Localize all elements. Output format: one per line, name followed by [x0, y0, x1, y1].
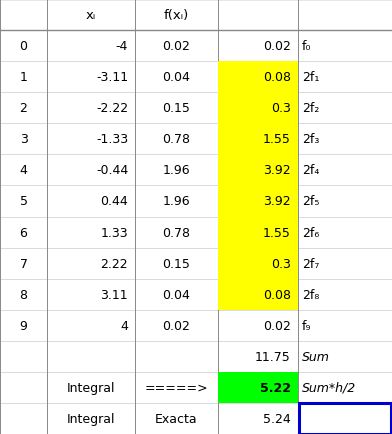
Bar [218, 186, 298, 217]
Bar [218, 372, 298, 403]
Bar [218, 124, 298, 155]
Text: -0.44: -0.44 [96, 164, 128, 177]
Text: =====>: =====> [145, 381, 208, 394]
Text: 0.15: 0.15 [162, 102, 191, 115]
Text: 1.33: 1.33 [101, 226, 128, 239]
Bar [218, 248, 298, 279]
Text: 0.02: 0.02 [263, 319, 291, 332]
Bar [218, 93, 298, 124]
Text: 0.08: 0.08 [263, 71, 291, 84]
Text: 8: 8 [20, 288, 27, 301]
Bar [299, 404, 391, 434]
Text: 4: 4 [120, 319, 128, 332]
Text: -4: -4 [116, 40, 128, 53]
Text: f₀: f₀ [302, 40, 311, 53]
Text: 1.55: 1.55 [263, 133, 291, 146]
Text: 2f₂: 2f₂ [302, 102, 319, 115]
Text: 2f₃: 2f₃ [302, 133, 319, 146]
Text: 2: 2 [20, 102, 27, 115]
Text: 2f₇: 2f₇ [302, 257, 319, 270]
Text: 0.3: 0.3 [271, 102, 291, 115]
Text: 2f₅: 2f₅ [302, 195, 319, 208]
Text: 3.92: 3.92 [263, 164, 291, 177]
Text: 2.22: 2.22 [101, 257, 128, 270]
Text: 1: 1 [20, 71, 27, 84]
Text: 2f₄: 2f₄ [302, 164, 319, 177]
Text: 0.02: 0.02 [162, 40, 191, 53]
Text: 0.3: 0.3 [271, 257, 291, 270]
Bar [218, 62, 298, 93]
Text: f₉: f₉ [302, 319, 311, 332]
Text: xᵢ: xᵢ [86, 9, 96, 22]
Text: 3.92: 3.92 [263, 195, 291, 208]
Text: Sum: Sum [302, 350, 330, 363]
Text: 5.24: 5.24 [263, 412, 291, 425]
Text: 5: 5 [20, 195, 27, 208]
Text: 6: 6 [20, 226, 27, 239]
Text: 0.44: 0.44 [100, 195, 128, 208]
Bar [218, 279, 298, 310]
Text: Exacta: Exacta [155, 412, 198, 425]
Text: 2f₈: 2f₈ [302, 288, 319, 301]
Text: 0.04: 0.04 [162, 71, 191, 84]
Text: 0: 0 [20, 40, 27, 53]
Text: 0.15: 0.15 [162, 257, 191, 270]
Text: 0.78: 0.78 [162, 133, 191, 146]
Text: Sum*h/2: Sum*h/2 [302, 381, 356, 394]
Text: -1.33: -1.33 [96, 133, 128, 146]
Text: 11.75: 11.75 [255, 350, 291, 363]
Text: 0.08: 0.08 [263, 288, 291, 301]
Bar [218, 217, 298, 248]
Text: 0.02: 0.02 [263, 40, 291, 53]
Text: 9: 9 [20, 319, 27, 332]
Text: 3.11: 3.11 [101, 288, 128, 301]
Text: -3.11: -3.11 [96, 71, 128, 84]
Text: 3: 3 [20, 133, 27, 146]
Text: 0.04: 0.04 [162, 288, 191, 301]
Text: 5.22: 5.22 [260, 381, 291, 394]
Text: 2f₆: 2f₆ [302, 226, 319, 239]
Text: 2f₁: 2f₁ [302, 71, 319, 84]
Text: 1.96: 1.96 [163, 164, 190, 177]
Text: Integral: Integral [67, 381, 115, 394]
Text: Integral: Integral [67, 412, 115, 425]
Text: 0.78: 0.78 [162, 226, 191, 239]
Bar [218, 155, 298, 186]
Text: 1.55: 1.55 [263, 226, 291, 239]
Text: 4: 4 [20, 164, 27, 177]
Text: 1.96: 1.96 [163, 195, 190, 208]
Text: -2.22: -2.22 [96, 102, 128, 115]
Text: 0.02: 0.02 [162, 319, 191, 332]
Text: f(xᵢ): f(xᵢ) [164, 9, 189, 22]
Text: 7: 7 [20, 257, 27, 270]
